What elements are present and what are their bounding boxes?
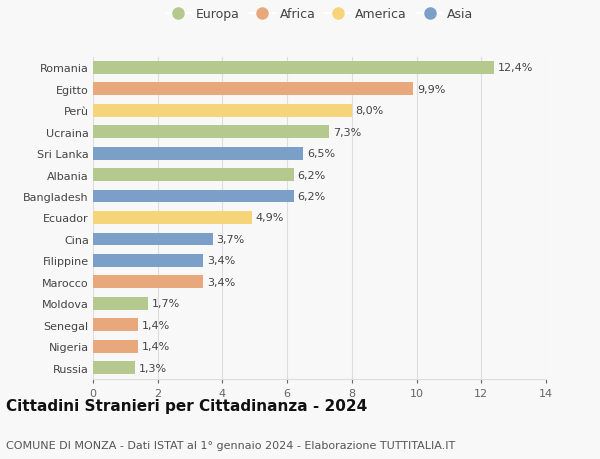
Bar [93,362,135,375]
Bar [93,276,203,289]
Text: 1,3%: 1,3% [139,363,167,373]
Bar [93,212,251,224]
Text: Cittadini Stranieri per Cittadinanza - 2024: Cittadini Stranieri per Cittadinanza - 2… [6,398,367,413]
Text: 6,5%: 6,5% [307,149,335,159]
Text: 9,9%: 9,9% [417,84,446,95]
Text: 8,0%: 8,0% [356,106,384,116]
Bar [93,83,413,96]
Text: 6,2%: 6,2% [298,170,326,180]
Bar [93,62,494,74]
Text: 3,7%: 3,7% [217,235,245,245]
Text: COMUNE DI MONZA - Dati ISTAT al 1° gennaio 2024 - Elaborazione TUTTITALIA.IT: COMUNE DI MONZA - Dati ISTAT al 1° genna… [6,440,455,450]
Bar [93,105,352,118]
Text: 12,4%: 12,4% [498,63,533,73]
Bar [93,254,203,267]
Text: 6,2%: 6,2% [298,191,326,202]
Bar [93,340,138,353]
Text: 1,4%: 1,4% [142,341,170,352]
Text: 1,4%: 1,4% [142,320,170,330]
Legend: Europa, Africa, America, Asia: Europa, Africa, America, Asia [163,6,476,24]
Text: 3,4%: 3,4% [207,256,235,266]
Bar [93,126,329,139]
Text: 4,9%: 4,9% [256,213,284,223]
Bar [93,169,293,182]
Text: 1,7%: 1,7% [152,299,180,309]
Text: 7,3%: 7,3% [333,127,361,137]
Bar [93,233,213,246]
Bar [93,319,138,331]
Bar [93,297,148,310]
Text: 3,4%: 3,4% [207,277,235,287]
Bar [93,190,293,203]
Bar [93,147,304,160]
